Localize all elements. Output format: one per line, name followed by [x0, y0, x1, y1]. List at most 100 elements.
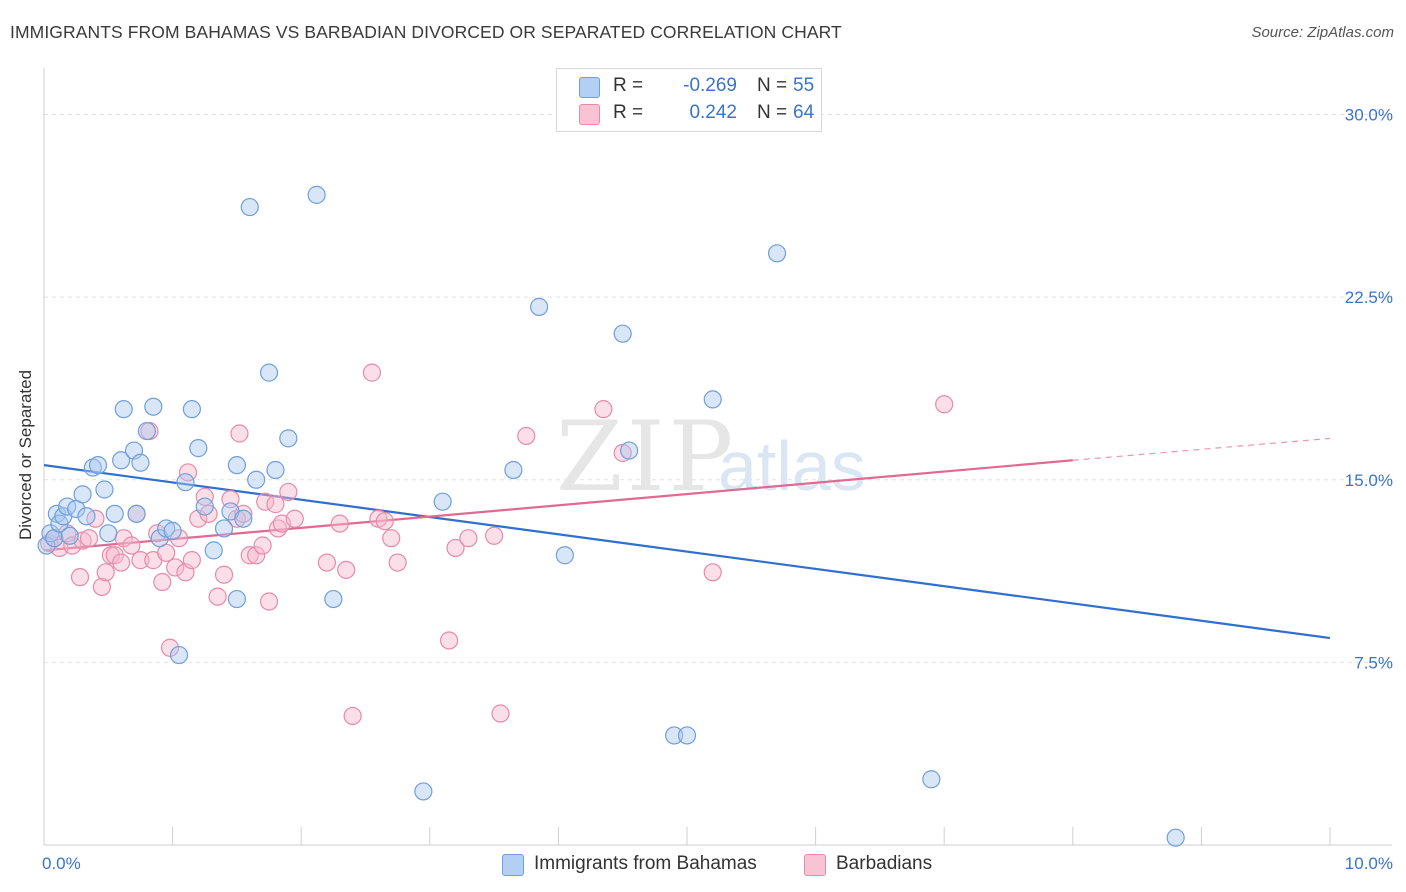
point-barbadians — [101, 546, 120, 565]
point-barbadians — [703, 563, 722, 582]
point-barbadians — [337, 560, 356, 579]
point-bahamas — [73, 485, 92, 504]
point-barbadians — [195, 487, 214, 506]
point-barbadians — [253, 536, 272, 555]
point-bahamas — [504, 460, 523, 480]
point-barbadians — [343, 706, 362, 726]
y-axis-label: Divorced or Separated — [16, 369, 35, 541]
x-tick-label: 0.0% — [42, 854, 81, 873]
correlation-legend: R = -0.269 N = 55 R = 0.242 N = 64 — [556, 68, 822, 132]
point-bahamas — [127, 504, 146, 523]
point-barbadians — [491, 704, 510, 723]
chart-source: Source: ZipAtlas.com — [1251, 24, 1394, 41]
point-barbadians — [131, 551, 150, 570]
point-barbadians — [96, 563, 115, 582]
point-bahamas — [169, 645, 189, 665]
point-barbadians — [153, 572, 172, 592]
point-barbadians — [112, 553, 131, 572]
point-bahamas — [665, 726, 684, 745]
legend-r-value: -0.269 — [683, 75, 737, 96]
point-barbadians — [166, 558, 185, 577]
axes — [43, 68, 1392, 846]
legend-r-label: R = — [613, 75, 644, 96]
point-bahamas — [613, 324, 632, 343]
point-barbadians — [230, 424, 249, 443]
trend-line-bahamas — [43, 464, 1331, 640]
watermark-zip: ZIP — [556, 401, 737, 513]
y-tick-label: 15.0% — [1345, 471, 1393, 490]
point-barbadians — [105, 546, 124, 565]
point-barbadians — [266, 495, 285, 514]
point-barbadians — [148, 524, 167, 543]
point-bahamas — [144, 397, 163, 416]
point-bahamas — [530, 297, 549, 316]
series-swatch-pink — [804, 854, 826, 876]
point-barbadians — [285, 509, 304, 528]
grid-lines — [44, 114, 1392, 663]
point-bahamas — [99, 524, 118, 543]
point-barbadians — [259, 592, 279, 611]
point-barbadians — [208, 587, 227, 606]
point-bahamas — [414, 782, 433, 801]
legend-n-value: 64 — [793, 102, 815, 123]
point-bahamas — [189, 439, 208, 458]
point-bahamas — [114, 400, 133, 419]
point-barbadians — [279, 482, 298, 502]
point-bahamas — [95, 480, 114, 499]
legend-r-value: 0.242 — [689, 102, 737, 123]
legend-n-label: N = — [757, 75, 788, 96]
series-swatch-blue — [502, 854, 524, 876]
point-bahamas — [234, 509, 253, 528]
point-bahamas — [227, 456, 246, 475]
point-barbadians — [317, 553, 337, 572]
point-bahamas — [195, 497, 214, 516]
legend-n-label: N = — [757, 102, 788, 123]
point-barbadians — [40, 533, 59, 553]
point-barbadians — [70, 568, 90, 587]
point-bahamas — [163, 521, 182, 540]
y-tick-label: 30.0% — [1345, 106, 1393, 125]
point-bahamas — [1166, 828, 1185, 847]
point-barbadians — [485, 526, 504, 545]
point-bahamas — [60, 526, 79, 545]
point-bahamas — [555, 546, 574, 565]
point-bahamas — [433, 492, 452, 511]
point-barbadians — [247, 546, 266, 565]
data-points — [37, 185, 1185, 847]
point-barbadians — [382, 529, 401, 548]
watermark-atlas: atlas — [718, 427, 866, 505]
point-barbadians — [446, 538, 465, 558]
point-barbadians — [935, 395, 954, 414]
point-bahamas — [112, 451, 131, 470]
point-bahamas — [105, 504, 124, 523]
trend-line-barbadians-extension — [1072, 437, 1331, 461]
legend-n-value: 55 — [793, 75, 815, 96]
point-barbadians — [214, 565, 234, 584]
point-barbadians — [439, 631, 459, 650]
point-barbadians — [330, 514, 349, 533]
trend-lines — [43, 437, 1331, 640]
point-bahamas — [324, 589, 343, 609]
trend-line-barbadians — [43, 459, 1073, 552]
series-legend: Immigrants from Bahamas Barbadians — [0, 852, 1406, 878]
point-barbadians — [594, 400, 613, 419]
point-barbadians — [169, 529, 189, 548]
point-bahamas — [247, 470, 266, 489]
x-tick-label: 10.0% — [1345, 854, 1393, 873]
point-bahamas — [214, 519, 234, 538]
point-barbadians — [362, 363, 382, 382]
point-barbadians — [182, 551, 201, 570]
series-legend-label: Barbadians — [836, 853, 933, 874]
point-bahamas — [620, 441, 639, 460]
point-bahamas — [922, 770, 941, 789]
point-bahamas — [266, 460, 285, 480]
point-barbadians — [240, 546, 259, 565]
point-bahamas — [77, 507, 96, 526]
point-barbadians — [92, 577, 111, 596]
point-bahamas — [182, 400, 201, 419]
point-barbadians — [79, 529, 99, 548]
point-bahamas — [703, 390, 722, 409]
point-bahamas — [131, 453, 150, 472]
point-barbadians — [459, 529, 478, 548]
legend-swatch-pink — [579, 104, 600, 125]
